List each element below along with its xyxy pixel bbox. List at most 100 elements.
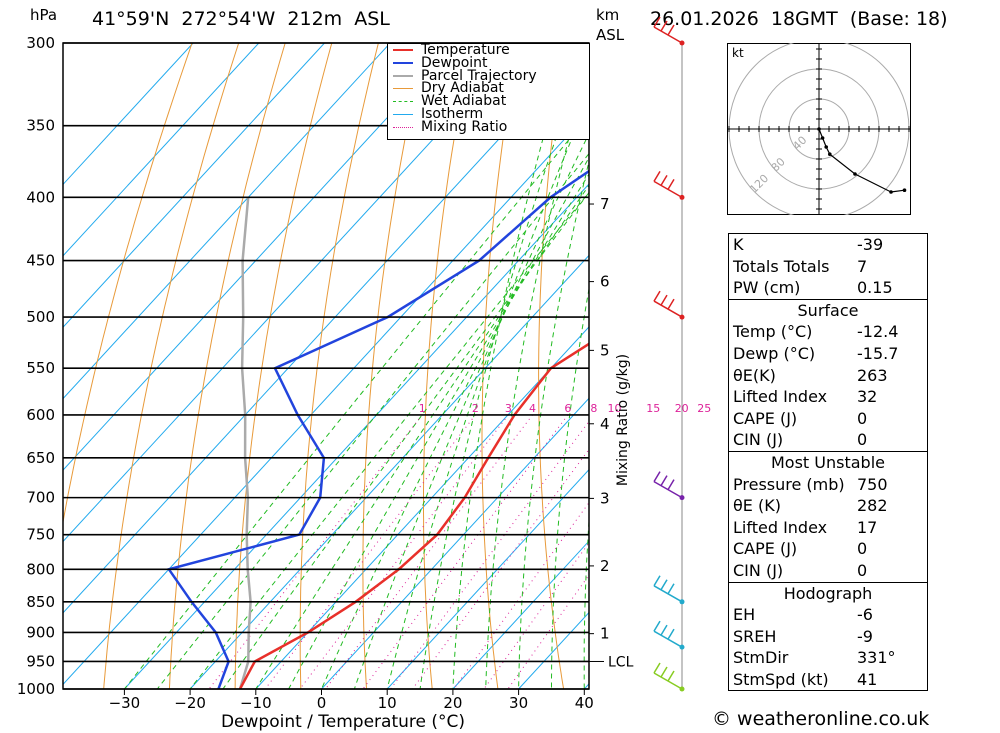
index-row: CIN (J) 0 <box>729 560 927 582</box>
km-label: km <box>596 6 620 24</box>
km-tick-label: 6 <box>600 273 610 291</box>
indices-panel: K -39 Totals Totals 7 PW (cm) 0.15 Surface Te… <box>728 233 928 692</box>
index-label: Pressure (mb) <box>733 474 845 494</box>
x-tick-label: 0 <box>317 694 327 712</box>
index-row: PW (cm) 0.15 <box>729 277 927 299</box>
index-label: CAPE (J) <box>733 539 798 559</box>
legend-item: Dry Adiabat <box>388 82 589 95</box>
isotherm-line <box>63 43 260 257</box>
index-label: Lifted Index <box>733 517 828 537</box>
dry-adiabat-line <box>937 43 1000 689</box>
mixing-ratio-label: 10 <box>608 402 622 415</box>
x-tick-label: −10 <box>240 694 272 712</box>
legend-swatch <box>393 126 413 128</box>
most-unstable-title: Most Unstable <box>729 450 927 474</box>
wind-barb <box>653 170 683 199</box>
legend-swatch <box>393 88 413 90</box>
index-value: 263 <box>857 365 888 385</box>
x-tick-label: −20 <box>174 694 206 712</box>
mixing-ratio-line <box>507 574 589 689</box>
index-label: CIN (J) <box>733 430 784 450</box>
datetime-title: 26.01.2026 18GMT (Base: 18) <box>650 8 948 30</box>
index-row: Dewp (°C) -15.7 <box>729 343 927 365</box>
mixing-ratio-line <box>412 448 589 689</box>
index-value: 0 <box>857 539 868 559</box>
mixing-ratio-line <box>264 414 476 689</box>
pressure-tick-label: 500 <box>26 308 55 326</box>
index-value: -6 <box>857 605 873 625</box>
hodograph-point <box>820 136 825 140</box>
legend-item: Mixing Ratio <box>388 118 589 135</box>
isotherm-line <box>321 397 589 689</box>
dry-adiabat-line <box>647 43 696 689</box>
index-label: Totals Totals <box>733 256 830 276</box>
index-label: K <box>733 235 744 254</box>
legend-label: Wet Adiabat <box>421 93 507 110</box>
index-value: -15.7 <box>857 343 899 363</box>
hodograph-point <box>824 145 828 149</box>
index-row: EH -6 <box>729 604 927 626</box>
legend-label: Dry Adiabat <box>421 80 504 97</box>
wind-barb <box>653 620 683 648</box>
wet-adiabat-line <box>583 514 589 689</box>
index-value: 282 <box>857 496 888 516</box>
lcl-label: LCL <box>608 654 634 670</box>
isotherm-line <box>63 43 325 328</box>
hodograph-point <box>889 190 893 194</box>
mixing-ratio-line <box>390 420 589 689</box>
index-value: -9 <box>857 626 873 646</box>
legend-item: Wet Adiabat <box>388 93 589 110</box>
isotherm-line <box>63 43 457 471</box>
pressure-tick-label: 350 <box>26 117 55 135</box>
isotherm-line <box>124 183 589 689</box>
x-tick-label: −30 <box>109 694 141 712</box>
wind-barb <box>653 575 683 603</box>
pressure-tick-label: 300 <box>26 34 55 52</box>
legend: Temperature Dewpoint Parcel Trajectory Dry … <box>387 43 590 140</box>
legend-swatch <box>393 49 413 52</box>
legend-swatch <box>393 74 413 77</box>
wet-adiabat-line <box>353 132 589 689</box>
mixing-ratio-label: 2 <box>472 402 479 415</box>
isotherm-line <box>63 43 588 614</box>
x-tick-label: 40 <box>575 694 594 712</box>
hodograph-point <box>853 172 857 176</box>
index-row: StmSpd (kt) 41 <box>729 669 927 691</box>
index-label: StmDir <box>733 648 789 668</box>
km-tick-label: 4 <box>600 415 610 433</box>
hodograph-unit: kt <box>732 46 744 60</box>
index-row: Lifted Index 32 <box>729 386 927 408</box>
mixing-ratio-label: 3 <box>505 402 512 415</box>
x-tick-label: 20 <box>443 694 462 712</box>
legend-item: Dewpoint <box>388 54 589 71</box>
index-value: 0 <box>857 560 868 580</box>
legend-label: Isotherm <box>421 105 484 122</box>
legend-label: Dewpoint <box>421 54 488 71</box>
pressure-unit-label: hPa <box>30 6 58 24</box>
km-tick-label: 2 <box>600 557 610 575</box>
wind-barb <box>653 471 683 499</box>
legend-label: Mixing Ratio <box>421 118 508 135</box>
isotherm-line <box>63 43 194 186</box>
dry-adiabat-line <box>103 43 240 689</box>
wet-adiabat-line <box>124 114 589 689</box>
wind-barb <box>653 16 683 44</box>
index-label: CAPE (J) <box>733 408 798 428</box>
hodograph-point <box>817 127 821 131</box>
surface-title: Surface <box>729 298 927 322</box>
index-value: 331° <box>857 648 896 668</box>
isotherm-line <box>63 43 522 543</box>
index-label: CIN (J) <box>733 560 784 580</box>
asl-label: ASL <box>596 26 625 44</box>
pressure-tick-label: 400 <box>26 188 55 206</box>
legend-label: Parcel Trajectory <box>421 67 537 84</box>
copyright-footer: © weatheronline.co.uk <box>712 708 930 730</box>
index-label: StmSpd (kt) <box>733 669 829 689</box>
mixing-ratio-label: 15 <box>646 402 660 415</box>
index-label: SREH <box>733 626 777 646</box>
pressure-tick-label: 950 <box>26 652 55 670</box>
mixing-ratio-line <box>362 414 569 689</box>
km-tick-label: 7 <box>600 195 610 213</box>
pressure-tick-label: 600 <box>26 406 55 424</box>
